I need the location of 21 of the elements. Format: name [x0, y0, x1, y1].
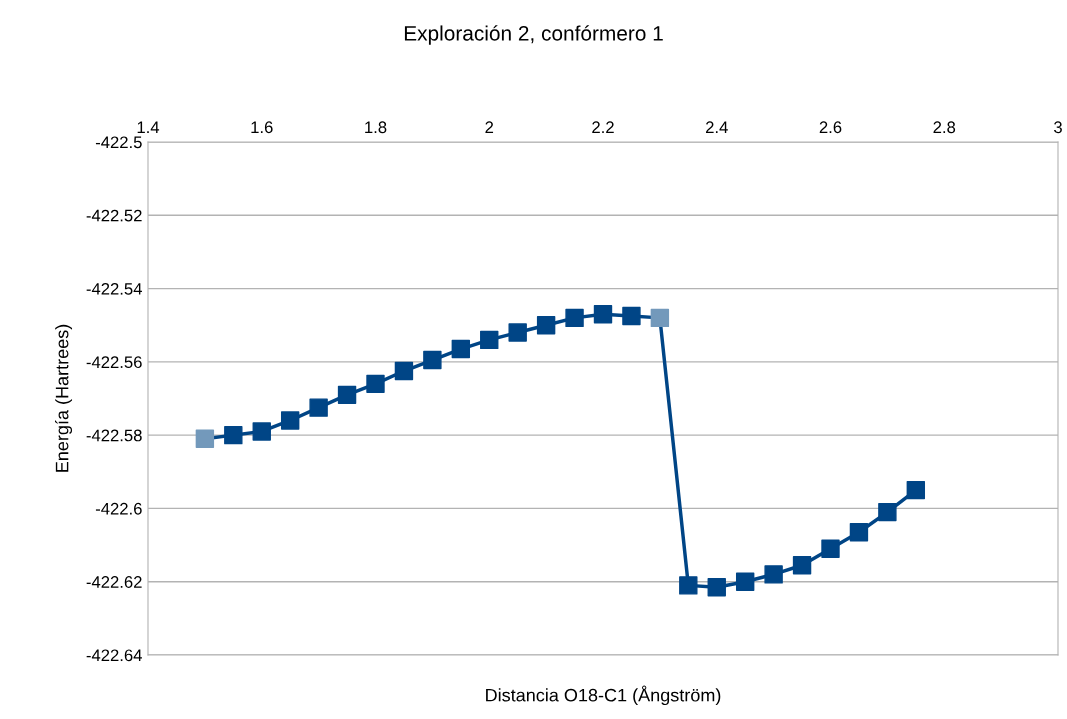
x-tick-label: 2.8	[933, 121, 956, 134]
y-tick-label: -422.52	[86, 209, 142, 222]
point	[593, 305, 613, 324]
y-tick-label: -422.6	[95, 502, 142, 515]
x-tick-label: 2.6	[819, 121, 842, 134]
x-axis-title: Distancia O18-C1 (Ångström)	[486, 685, 721, 706]
y-tick-label: -422.5	[95, 136, 142, 149]
y-tick-label: -422.56	[86, 356, 142, 369]
x-tick-label: 1.8	[365, 121, 387, 134]
y-tick-label: -422.64	[86, 649, 142, 662]
y-tick-label: -422.54	[86, 282, 142, 295]
x-tick-label: 3	[1054, 121, 1062, 134]
chart-title: Exploración 2, confórmero 1	[404, 25, 663, 45]
y-axis-title: Energía (Hartrees)	[54, 324, 73, 472]
y-tick-label: -422.58	[86, 429, 142, 442]
x-tick-label: 1.6	[251, 121, 273, 134]
y-tick-label: -422.62	[86, 576, 142, 588]
x-tick-label: 2	[485, 121, 494, 133]
x-tick-label: 2.2	[592, 121, 614, 133]
x-tick-label: 2.4	[706, 121, 728, 133]
x-tick-label: 1.4	[137, 121, 160, 133]
